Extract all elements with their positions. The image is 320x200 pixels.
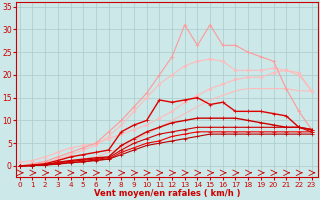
X-axis label: Vent moyen/en rafales ( km/h ): Vent moyen/en rafales ( km/h ) <box>94 189 240 198</box>
